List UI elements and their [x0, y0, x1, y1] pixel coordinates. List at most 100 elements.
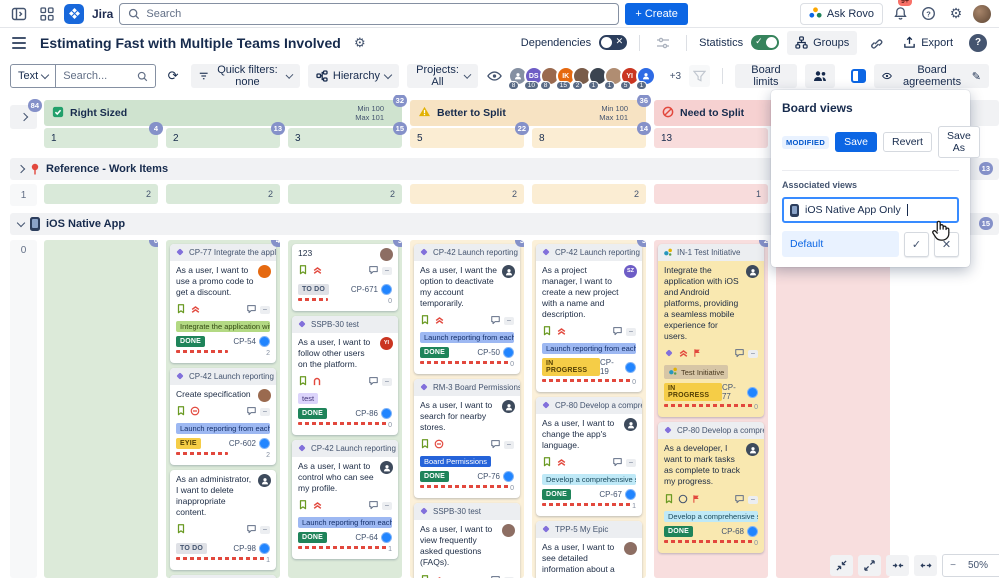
more-actions-icon[interactable]: –	[260, 526, 270, 535]
eye-icon[interactable]	[486, 65, 504, 87]
card-summary[interactable]: As a project manager, I want to create a…	[536, 261, 642, 322]
card-epic-link[interactable]: CP-42 Launch reporting from ea...	[170, 575, 276, 578]
card-key[interactable]: CP-19	[600, 358, 636, 376]
quick-filters-button[interactable]: Quick filters: none	[190, 64, 300, 88]
more-actions-icon[interactable]: –	[504, 317, 514, 326]
comment-icon[interactable]	[490, 436, 501, 454]
copy-link-icon[interactable]	[865, 32, 887, 54]
board-card[interactable]: CP-42 Launch reporting from ea... As a us…	[292, 440, 398, 560]
status-lozenge[interactable]: EYIE	[176, 438, 201, 450]
more-actions-icon[interactable]: –	[748, 495, 758, 504]
expand-columns-button[interactable]	[914, 555, 937, 576]
card-assignee-avatar[interactable]: SZ	[624, 265, 637, 278]
cancel-button[interactable]: ✕	[934, 231, 959, 257]
comment-icon[interactable]	[490, 312, 501, 330]
status-lozenge[interactable]: IN PROGRESS	[664, 383, 722, 402]
card-assignee-avatar[interactable]	[624, 418, 637, 432]
column-header-3[interactable]: 3 15	[288, 122, 407, 148]
card-assignee-avatar[interactable]	[258, 474, 271, 488]
refresh-button[interactable]: ⟳	[163, 64, 183, 88]
card-assignee-avatar[interactable]	[380, 248, 393, 261]
card-epic-link[interactable]: CP-77 Integrate the application ...	[170, 244, 276, 261]
card-key[interactable]: CP-98	[233, 543, 270, 555]
column-header-2[interactable]: 2 13	[166, 122, 285, 148]
ask-rovo-button[interactable]: Ask Rovo	[799, 2, 883, 25]
global-search-input[interactable]: Search	[119, 2, 620, 25]
avatars-overflow-count[interactable]: +3	[669, 70, 682, 82]
avatar[interactable]: 1	[635, 66, 656, 90]
zoom-out-button[interactable]: −	[950, 560, 956, 571]
more-actions-icon[interactable]: –	[748, 350, 758, 359]
card-key[interactable]: CP-68	[721, 525, 758, 537]
card-epic-link[interactable]: CP-42 Launch reporting from ea...	[170, 368, 276, 386]
save-as-button[interactable]: Save As	[937, 126, 980, 158]
board-column[interactable]: 2 IN-1 Test Initiative Integrate the appli…	[654, 240, 768, 578]
status-lozenge[interactable]: IN PROGRESS	[542, 358, 600, 377]
default-view-item[interactable]: Default	[782, 231, 899, 257]
status-lozenge[interactable]: DONE	[664, 525, 694, 537]
card-assignee-avatar[interactable]	[746, 265, 759, 278]
board-card[interactable]: TPP-5 My Epic As a user, I want to see de…	[536, 521, 642, 578]
card-key[interactable]: CP-54	[233, 336, 270, 348]
avatar[interactable]: 8	[507, 66, 528, 90]
card-summary[interactable]: 123	[292, 244, 398, 261]
view-settings-icon[interactable]	[652, 32, 674, 54]
board-card[interactable]: CP-80 Develop a comprehensiv... As a deve…	[658, 422, 764, 553]
card-summary[interactable]: Integrate the application with iOS and A…	[658, 261, 764, 344]
more-actions-icon[interactable]: –	[504, 576, 514, 578]
card-assignee-avatar[interactable]	[502, 265, 515, 278]
comment-icon[interactable]	[368, 262, 379, 280]
statistics-toggle[interactable]: ✓	[751, 35, 780, 50]
card-key[interactable]: CP-67	[599, 489, 636, 501]
notifications-bell-icon[interactable]: 9+	[889, 0, 912, 25]
section-band-1[interactable]: Better to Split Min 100 Max 101 36	[410, 95, 651, 126]
status-lozenge[interactable]: TO DO	[176, 543, 208, 555]
status-lozenge[interactable]: DONE	[420, 471, 450, 483]
column-header-5[interactable]: 5 22	[410, 122, 529, 148]
board-help-icon[interactable]: ?	[969, 33, 987, 52]
board-column[interactable]	[776, 240, 890, 578]
board-card[interactable]: SSPB-30 test As a user, I want to follow …	[292, 316, 398, 436]
board-card[interactable]: IN-1 Test Initiative Integrate the applic…	[658, 244, 764, 418]
status-lozenge[interactable]: DONE	[420, 347, 450, 359]
board-column[interactable]: 0	[44, 240, 158, 578]
export-button[interactable]: Export	[895, 31, 961, 54]
status-lozenge[interactable]: DONE	[542, 489, 572, 501]
card-summary[interactable]: As an administrator, I want to delete in…	[170, 470, 276, 520]
board-card[interactable]: SSPB-30 test As a user, I want to view fr…	[414, 503, 520, 578]
card-assignee-avatar[interactable]	[502, 524, 515, 538]
card-epic-link[interactable]: CP-42 Launch reporting from ea...	[536, 244, 642, 261]
card-epic-link[interactable]: CP-80 Develop a comprehensiv...	[536, 397, 642, 415]
column-header-13[interactable]: 13	[654, 128, 768, 148]
search-type-select[interactable]: Text	[10, 64, 57, 88]
save-button[interactable]: Save	[835, 132, 878, 152]
hierarchy-button[interactable]: Hierarchy	[307, 64, 399, 88]
board-settings-gear-icon[interactable]: ⚙	[353, 34, 366, 50]
more-actions-icon[interactable]: –	[626, 328, 636, 337]
comment-icon[interactable]	[368, 497, 379, 515]
card-key[interactable]: CP-602	[229, 438, 270, 450]
status-lozenge[interactable]: TO DO	[298, 284, 330, 296]
card-key[interactable]: CP-76	[477, 471, 514, 483]
section-band-0[interactable]: Right Sized Min 100 Max 101 32	[44, 95, 407, 126]
board-card[interactable]: CP-42 Launch reporting from ea... As a pr…	[536, 244, 642, 393]
card-summary[interactable]: As a user, I want to see detailed inform…	[536, 538, 642, 578]
more-actions-icon[interactable]: –	[260, 306, 270, 315]
comment-icon[interactable]	[612, 454, 623, 472]
sidebar-toggle-icon[interactable]	[8, 3, 30, 25]
card-summary[interactable]: As a user, I want to follow other users …	[292, 333, 398, 372]
swimlane-ios-native-app[interactable]: iOS Native App 15	[10, 213, 999, 235]
settings-gear-icon[interactable]: ⚙	[949, 5, 963, 21]
jira-logo-icon[interactable]	[64, 3, 84, 24]
more-actions-icon[interactable]: –	[382, 502, 392, 511]
card-assignee-avatar[interactable]	[258, 265, 271, 278]
comment-icon[interactable]	[490, 572, 501, 578]
status-lozenge[interactable]: DONE	[298, 408, 328, 420]
status-lozenge[interactable]: DONE	[176, 336, 206, 348]
more-actions-icon[interactable]: –	[382, 378, 392, 387]
card-summary[interactable]: As a user, I want to view frequently ask…	[414, 520, 520, 570]
card-summary[interactable]: As a user, I want to control who can see…	[292, 457, 398, 496]
card-epic-link[interactable]: TPP-5 My Epic	[536, 521, 642, 539]
avatar[interactable]: 1	[587, 66, 608, 90]
